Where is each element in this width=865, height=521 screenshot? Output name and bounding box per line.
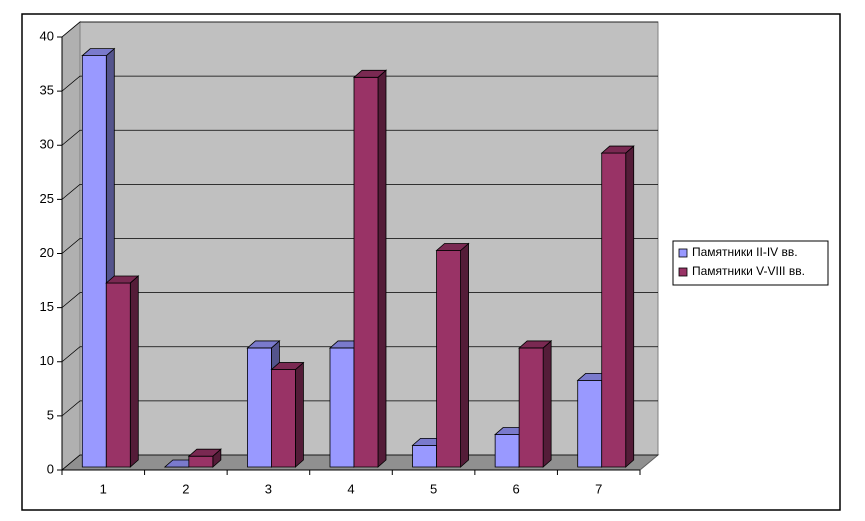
bar-top xyxy=(435,243,470,251)
bar xyxy=(600,145,635,468)
bar-side xyxy=(377,69,387,468)
bar-top xyxy=(187,448,222,457)
bar-side xyxy=(295,361,304,468)
bar-top xyxy=(81,48,116,57)
legend: Памятники II-IV вв. Памятники V-VIII вв. xyxy=(672,240,829,286)
bar-side xyxy=(625,145,635,468)
bar-front xyxy=(247,347,272,468)
x-tick-label: 5 xyxy=(430,481,437,496)
bar-front xyxy=(577,379,603,468)
bar-side xyxy=(542,340,552,468)
x-tick-label: 4 xyxy=(347,481,354,496)
y-tick-label: 40 xyxy=(40,28,54,43)
grid-line xyxy=(61,21,658,38)
x-tick-label: 1 xyxy=(100,481,107,496)
bar-top xyxy=(518,340,553,349)
y-tick-label: 10 xyxy=(40,353,54,368)
legend-box xyxy=(672,240,829,286)
y-tick-label: 15 xyxy=(40,299,54,314)
bar-front xyxy=(436,250,461,468)
bar-front xyxy=(105,282,131,468)
x-tick-label: 3 xyxy=(265,481,272,496)
bar-top xyxy=(352,69,388,78)
bar xyxy=(435,242,470,468)
bar-front xyxy=(271,369,296,468)
bar xyxy=(352,69,388,468)
grid-line xyxy=(61,183,658,200)
bar-front xyxy=(601,152,627,468)
bar-front xyxy=(81,55,107,468)
grid-line xyxy=(61,75,658,92)
y-tick-label: 0 xyxy=(47,461,54,476)
bar xyxy=(187,448,222,468)
legend-swatch xyxy=(678,267,688,277)
y-tick-label: 30 xyxy=(40,137,54,152)
bar-top xyxy=(246,340,281,349)
grid-line xyxy=(61,238,658,254)
y-tick-label: 5 xyxy=(47,407,54,422)
bar-top xyxy=(600,145,635,154)
y-tick-label: 20 xyxy=(40,245,54,260)
bar-side xyxy=(129,275,139,468)
x-tick-label: 7 xyxy=(595,481,602,496)
bar-front xyxy=(518,347,544,468)
bar xyxy=(105,275,140,468)
bar-front xyxy=(329,347,355,468)
x-tick-label: 6 xyxy=(513,481,520,496)
bar xyxy=(81,47,116,468)
legend-swatch xyxy=(678,248,688,258)
bar-front xyxy=(494,434,520,468)
legend-label: Памятники V-VIII вв. xyxy=(692,264,805,278)
legend-label: Памятники II-IV вв. xyxy=(692,245,798,259)
x-tick-label: 2 xyxy=(182,481,189,496)
grid-line xyxy=(61,129,658,146)
bar-front xyxy=(412,444,437,468)
y-tick-label: 35 xyxy=(40,83,54,98)
bar xyxy=(270,361,305,468)
bar-top xyxy=(270,362,305,370)
bar-top xyxy=(105,275,140,284)
bar-side xyxy=(460,242,469,468)
y-tick-label: 25 xyxy=(40,191,54,206)
bar xyxy=(518,340,553,468)
bar-front xyxy=(353,76,379,468)
bar-front xyxy=(188,455,214,468)
